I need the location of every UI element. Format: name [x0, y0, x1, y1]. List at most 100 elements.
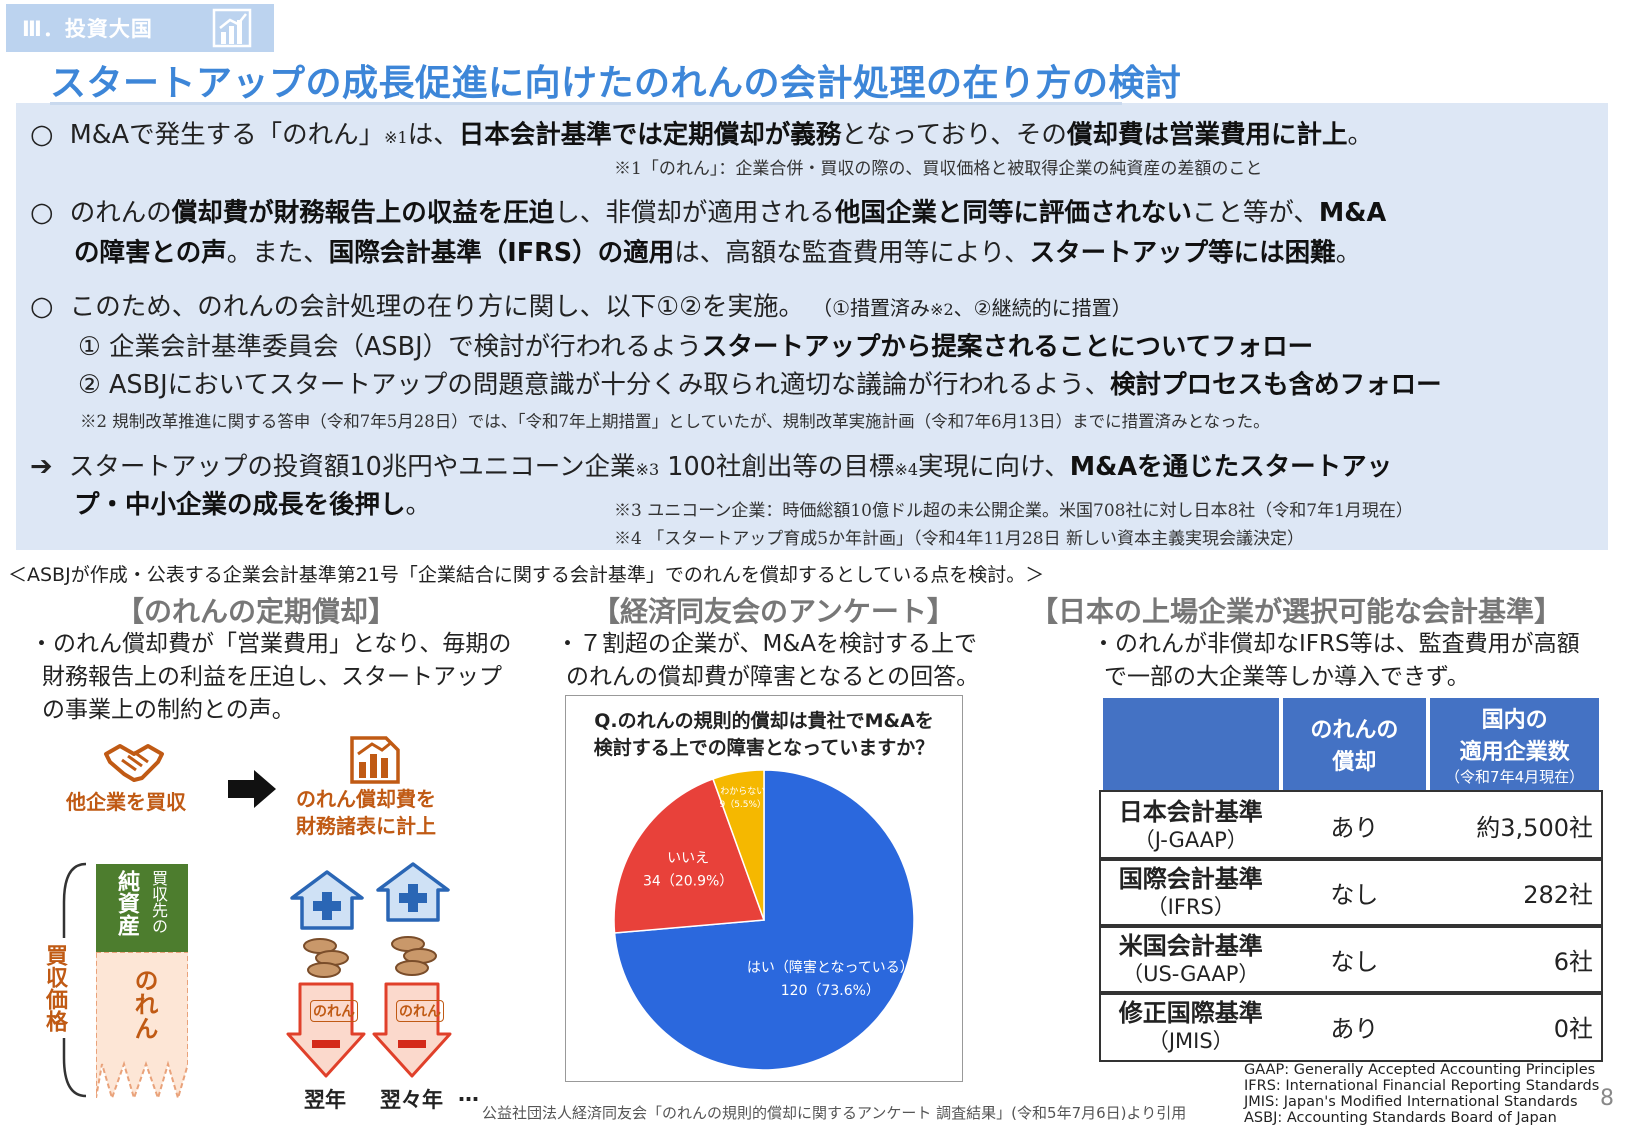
- p1-footnote-ref: ※1: [384, 128, 408, 147]
- abbreviation-jmis: JMIS: Japan's Modified International Sta…: [1244, 1094, 1578, 1110]
- standard-name: 国際会計基準 （IFRS）: [1101, 857, 1281, 928]
- footnote-3: ※3 ユニコーン企業：時価総額10億ドル超の未公開企業。米国708社に対し日本8…: [614, 501, 1413, 521]
- summary-box: [16, 103, 1608, 550]
- standard-abbr: （JMIS）: [1147, 1028, 1234, 1053]
- survey-text-line-2: のれんの償却費が障害となるとの回答。: [566, 664, 980, 690]
- p2-text-e: こと等が、: [1191, 198, 1319, 228]
- left-text-line-1: ・のれん償却費が「営業費用」となり、毎期の: [30, 631, 512, 657]
- pie-slice-label: いいえ: [667, 851, 709, 867]
- summary-point-4-line-1: ➔ スタートアップの投資額10兆円やユニコーン企業※3 100社創出等の目標※4…: [30, 446, 1392, 483]
- item2-text: ② ASBJにおいてスタートアップの問題意識が十分くみ取られ適切な議論が行われる…: [78, 370, 1111, 400]
- p2-text-j: は、高額な監査費用等により、: [674, 238, 1030, 268]
- abbreviation-ifrs: IFRS: International Financial Reporting …: [1244, 1078, 1600, 1094]
- p4-bold-e: プ・中小企業の成長を後押し: [74, 490, 406, 520]
- p1-text-d: となっており、その: [841, 120, 1067, 150]
- table-row: 日本会計基準 （J-GAAP） あり 約3,500社: [1099, 790, 1603, 861]
- arrow-goodwill-label-1: のれん: [310, 1000, 358, 1022]
- summary-item-2: ② ASBJにおいてスタートアップの問題意識が十分くみ取られ適切な議論が行われる…: [78, 364, 1442, 401]
- expense-label-line-2: 財務諸表に計上: [296, 814, 436, 838]
- header-count-note: （令和7年4月現在）: [1445, 767, 1585, 786]
- standards-text-line-1: ・のれんが非償却なIFRS等は、監査費用が高額: [1092, 631, 1580, 657]
- p4-footnote-ref-3: ※3: [635, 460, 660, 479]
- left-description: ・のれん償却費が「営業費用」となり、毎期の 財務報告上の利益を圧迫し、スタートア…: [30, 628, 511, 727]
- p4-footnote-ref-4: ※4: [894, 460, 918, 479]
- summary-point-4-line-2: プ・中小企業の成長を後押し。: [74, 484, 431, 521]
- p2-text-c: し、非償却が適用される: [554, 198, 835, 228]
- p3-text-a: このため、のれんの会計処理の在り方に関し、以下①②を実施。: [69, 292, 805, 322]
- p2-bold-b: 償却費が財務報告上の収益を圧迫: [171, 198, 555, 228]
- page-title: スタートアップの成長促進に向けたのれんの会計処理の在り方の検討: [50, 63, 1182, 104]
- pie-slice-value: 9（5.5%）: [719, 799, 766, 810]
- standard-abbr: （US-GAAP）: [1122, 961, 1260, 986]
- item1-text: ① 企業会計基準委員会（ASBJ）で検討が行われるよう: [78, 332, 702, 362]
- arrow-right-black-icon: [228, 770, 276, 808]
- accounting-standards-table: のれんの 償却 国内の 適用企業数 （令和7年4月現在） 日本会計基準 （J-GA…: [1099, 694, 1603, 1062]
- pie-slice-value: 34（20.9%）: [643, 874, 733, 890]
- standard-name-text: 国際会計基準: [1118, 864, 1263, 893]
- left-heading: 【のれんの定期償却】: [116, 595, 397, 628]
- p2-bold-f: M&A: [1318, 198, 1387, 228]
- net-assets-sub-label: 買収先の: [149, 870, 168, 934]
- p3-text-c: 、②継続的に措置）: [953, 296, 1132, 320]
- standard-name: 日本会計基準 （J-GAAP）: [1101, 790, 1281, 861]
- down-arrow-minus-icon-2: [372, 982, 452, 1078]
- table-header-row: のれんの 償却 国内の 適用企業数 （令和7年4月現在）: [1099, 694, 1603, 794]
- pie-slice-value: 120（73.6%）: [781, 983, 880, 999]
- survey-question-line-2: 検討する上での障害となっていますか？: [593, 737, 935, 759]
- footnote-2: ※2 規制改革推進に関する答申（令和7年5月28日）では、「令和7年上期措置」と…: [80, 412, 1270, 431]
- title-underline: [50, 102, 1122, 105]
- standard-name-text: 米国会計基準: [1118, 931, 1263, 960]
- p1-bold-e: 償却費は営業費用に計上: [1066, 120, 1348, 150]
- company-count: 6社: [1428, 924, 1601, 995]
- net-assets-label: 純資産: [114, 870, 139, 936]
- coins-icon-2: [391, 936, 437, 976]
- p4-text-c: 実現に向け、: [918, 452, 1070, 482]
- standard-name-text: 修正国際基準: [1118, 998, 1263, 1027]
- purchase-price-label: 買収価格: [38, 938, 70, 1038]
- summary-point-2-line-1: ○ のれんの償却費が財務報告上の収益を圧迫し、非償却が適用される他国企業と同等に…: [30, 192, 1386, 229]
- standard-name: 修正国際基準 （JMIS）: [1101, 991, 1281, 1062]
- table-header-amortization: のれんの 償却: [1278, 694, 1431, 794]
- p2-bold-d: 他国企業と同等に評価されない: [834, 198, 1192, 228]
- standards-description: ・のれんが非償却なIFRS等は、監査費用が高額 で一部の大企業等しか導入できず。: [1092, 628, 1580, 694]
- p2-text-h: 。また、: [226, 238, 329, 268]
- pie-chart: はい（障害となっている） 120（73.6%） いいえ 34（20.9%） わからない 9…: [613, 769, 915, 1071]
- standard-name-text: 日本会計基準: [1118, 797, 1263, 826]
- source-citation: 公益社団法人経済同友会「のれんの規則的償却に関するアンケート 調査結果」(令和5…: [482, 1104, 1187, 1122]
- p1-text-a: M&Aで発生する「のれん」: [69, 120, 385, 150]
- header-amort-line-2: 償却: [1332, 750, 1377, 775]
- arrow-goodwill-label-2: のれん: [396, 1000, 444, 1022]
- year-label-ellipsis: …: [458, 1082, 479, 1106]
- standard-abbr: （J-GAAP）: [1133, 827, 1248, 852]
- p2-bold-i: 国際会計基準（IFRS）の適用: [328, 238, 675, 268]
- bullet-circle: ○: [30, 197, 54, 228]
- goodwill-block: [96, 952, 188, 1098]
- expense-label: のれん償却費を 財務諸表に計上: [296, 786, 436, 840]
- survey-question-line-1: Q.のれんの規則的償却は貴社でM&Aを: [594, 710, 934, 732]
- item1-bold: スタートアップから提案されることについてフォロー: [701, 332, 1314, 362]
- p1-text-b: は、: [407, 120, 459, 150]
- item2-bold: 検討プロセスも含めフォロー: [1110, 370, 1442, 400]
- down-arrow-minus-icon-1: [286, 982, 366, 1078]
- header-amort-line-1: のれんの: [1310, 718, 1399, 743]
- table-header-blank: [1099, 694, 1283, 794]
- p4-text-b: 100社創出等の目標: [659, 452, 895, 482]
- section-tag-label: Ⅲ．投資大国: [22, 17, 153, 41]
- asbj-note: ＜ASBJが作成・公表する企業会計基準第21号「企業結合に関する会計基準」でのれ…: [8, 564, 1045, 586]
- report-chart-icon: [350, 736, 400, 784]
- handshake-icon: [104, 744, 164, 782]
- table-row: 国際会計基準 （IFRS） なし 282社: [1099, 857, 1603, 928]
- acquire-label: 他企業を買収: [66, 790, 186, 814]
- pie-slice: [712, 769, 765, 921]
- page-number: 8: [1600, 1086, 1614, 1111]
- amortization-value: あり: [1280, 991, 1429, 1062]
- p1-text-f: 。: [1347, 120, 1373, 150]
- table-row: 米国会計基準 （US-GAAP） なし 6社: [1099, 924, 1603, 995]
- p4-text-f: 。: [405, 490, 432, 520]
- survey-heading: 【経済同友会のアンケート】: [592, 595, 955, 628]
- p4-bold-d: M&Aを通じたスタートアッ: [1069, 452, 1393, 482]
- survey-question: Q.のれんの規則的償却は貴社でM&Aを 検討する上での障害となっていますか？: [566, 708, 962, 762]
- survey-text-line-1: ・７割超の企業が、M&Aを検討する上で: [556, 631, 978, 657]
- section-tag: Ⅲ．投資大国: [6, 4, 274, 52]
- p2-bold-g: の障害との声: [74, 238, 227, 268]
